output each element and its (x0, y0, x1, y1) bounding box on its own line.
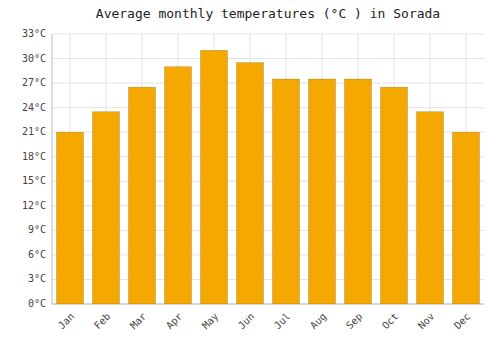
y-tick-label: 24°C (22, 102, 46, 113)
bar (345, 79, 372, 304)
title: Average monthly temperatures (°C ) in So… (96, 6, 440, 21)
y-tick-label: 6°C (28, 249, 46, 260)
y-grid-line (52, 58, 484, 59)
bar (57, 132, 84, 304)
x-tick-label: Jul (272, 311, 293, 332)
y-tick-label: 30°C (22, 53, 46, 64)
x-tick-label: Nov (416, 311, 437, 332)
bar (165, 67, 192, 304)
y-tick-label: 12°C (22, 200, 46, 211)
bar (201, 50, 228, 304)
x-tick-label: Apr (164, 311, 185, 332)
bar (93, 112, 120, 304)
x-tick-label: May (200, 311, 221, 332)
y-grid-line (52, 34, 484, 35)
bar (237, 63, 264, 304)
x-tick-label: Jan (56, 311, 77, 332)
x-tick-label: Mar (128, 311, 149, 332)
x-tick-label: Sep (344, 311, 365, 332)
bar (417, 112, 444, 304)
x-tick-label: Oct (380, 311, 401, 332)
y-tick-label: 9°C (28, 224, 46, 235)
bars (57, 50, 480, 304)
y-tick-label: 21°C (22, 126, 46, 137)
chart-container: 0°C 3°C 6°C 9°C 12°C 15°C 18°C 21°C 24°C 27°C 30°C… (0, 0, 500, 350)
axes: 0°C 3°C 6°C 9°C 12°C 15°C 18°C 21°C 24°C 27°C 30°C… (22, 28, 484, 331)
y-tick-label: 0°C (28, 298, 46, 309)
y-tick-label: 33°C (22, 28, 46, 39)
x-tick-label: Dec (452, 311, 473, 332)
y-axis-line (52, 34, 53, 304)
y-tick-label: 18°C (22, 151, 46, 162)
x-tick-label: Jun (236, 311, 257, 332)
y-grid-line (52, 83, 484, 84)
x-tick-label: Aug (308, 311, 329, 332)
y-tick-label: 3°C (28, 273, 46, 284)
chart: 0°C 3°C 6°C 9°C 12°C 15°C 18°C 21°C 24°C 27°C 30°C… (0, 0, 500, 350)
bar (129, 87, 156, 304)
x-tick-label: Feb (92, 311, 113, 332)
bar (453, 132, 480, 304)
y-tick-label: 27°C (22, 77, 46, 88)
bar (381, 87, 408, 304)
y-tick-label: 15°C (22, 175, 46, 186)
bar (309, 79, 336, 304)
grid (52, 34, 484, 304)
bar (273, 79, 300, 304)
y-grid-line (52, 107, 484, 108)
